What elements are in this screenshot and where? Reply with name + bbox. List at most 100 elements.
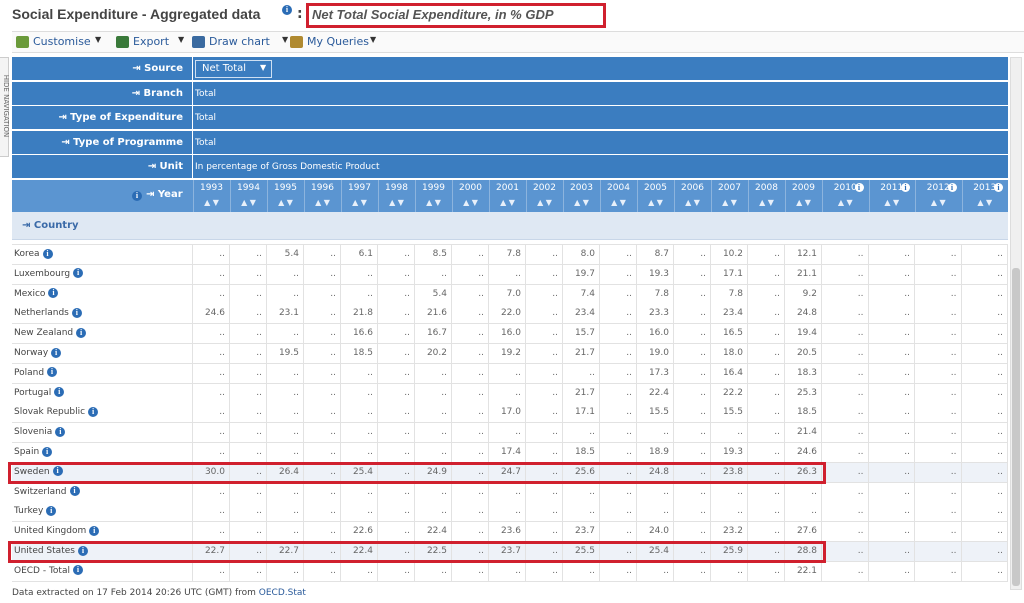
year-header-cell[interactable]: 2009: [792, 183, 815, 193]
toolbar-icon[interactable]: [192, 36, 205, 48]
toolbar-icon[interactable]: [16, 36, 29, 48]
toolbar-item[interactable]: Customise: [33, 35, 91, 48]
data-cell: ..: [304, 324, 341, 345]
year-header-cell[interactable]: 1995: [274, 183, 297, 193]
year-header-cell[interactable]: 2004: [607, 183, 630, 193]
sort-arrows[interactable]: ▲ ▼: [648, 198, 663, 207]
toolbar-item[interactable]: Export: [133, 35, 170, 48]
info-icon[interactable]: i: [994, 183, 1003, 192]
year-header-cell[interactable]: 2008: [755, 183, 778, 193]
dropdown-arrow[interactable]: ▼: [370, 35, 377, 44]
toolbar-item[interactable]: Draw chart: [209, 35, 270, 48]
info-icon[interactable]: i: [69, 486, 80, 497]
sort-arrows[interactable]: ▲ ▼: [352, 198, 367, 207]
year-header-cell[interactable]: 2012: [926, 183, 950, 193]
dropdown-arrow[interactable]: ▼: [282, 35, 289, 44]
data-cell: 10.2: [711, 245, 748, 265]
info-icon[interactable]: i: [47, 367, 58, 378]
footer-link[interactable]: OECD.Stat: [258, 588, 306, 598]
data-cell: ..: [600, 344, 637, 364]
info-icon[interactable]: i: [42, 248, 53, 259]
sort-arrows[interactable]: ▲ ▼: [500, 198, 515, 207]
dropdown-arrow[interactable]: ▼: [260, 63, 267, 72]
sort-arrows[interactable]: ▲ ▼: [759, 198, 774, 207]
year-header-cell[interactable]: 2002: [533, 183, 556, 193]
info-icon[interactable]: i: [72, 565, 83, 576]
toolbar-icon[interactable]: [290, 36, 303, 48]
info-icon[interactable]: i: [76, 327, 87, 338]
info-icon[interactable]: i: [46, 505, 57, 516]
year-header-cell[interactable]: 1994: [237, 183, 260, 193]
sort-arrows[interactable]: ▲ ▼: [796, 198, 811, 207]
data-cell: ..: [600, 383, 637, 404]
year-header-cell[interactable]: 2013: [973, 183, 997, 193]
data-cell: ..: [304, 363, 341, 384]
info-icon[interactable]: i: [901, 183, 910, 192]
dropdown-arrow[interactable]: ▼: [178, 35, 185, 44]
year-header-cell[interactable]: 2011: [880, 183, 904, 193]
info-icon[interactable]: i: [88, 406, 99, 417]
data-cell: 17.1: [563, 403, 600, 424]
sort-arrows[interactable]: ▲ ▼: [204, 198, 219, 207]
year-header-cell[interactable]: 1998: [385, 183, 408, 193]
sort-arrows[interactable]: ▲ ▼: [930, 198, 946, 207]
data-cell: 16.6: [341, 324, 378, 345]
data-cell: ..: [193, 264, 230, 285]
sort-arrows[interactable]: ▲ ▼: [977, 198, 993, 207]
dropdown-arrow[interactable]: ▼: [95, 35, 102, 44]
info-icon[interactable]: i: [132, 191, 142, 201]
year-header-cell[interactable]: 2003: [570, 183, 593, 193]
data-cell: 8.7: [637, 245, 674, 265]
year-header-cell[interactable]: 2005: [644, 183, 667, 193]
toolbar-item[interactable]: My Queries: [307, 35, 369, 48]
data-cell: ..: [868, 344, 915, 364]
year-header-cell[interactable]: 1997: [348, 183, 371, 193]
filter-dropdown[interactable]: Net Total: [195, 60, 272, 78]
year-header-cell[interactable]: 2000: [459, 183, 482, 193]
year-header-cell[interactable]: 1996: [311, 183, 334, 193]
info-icon[interactable]: i: [42, 446, 53, 457]
info-icon[interactable]: i: [854, 183, 864, 192]
footer-text: Data extracted on 17 Feb 2014 20:26 UTC …: [12, 588, 256, 598]
sort-arrows[interactable]: ▲ ▼: [389, 198, 404, 207]
info-icon[interactable]: i: [51, 347, 62, 358]
sort-arrows[interactable]: ▲ ▼: [278, 198, 293, 207]
info-icon[interactable]: i: [947, 183, 957, 192]
toolbar-icon[interactable]: [116, 36, 129, 48]
info-icon[interactable]: i: [282, 5, 292, 15]
info-icon[interactable]: i: [52, 466, 63, 477]
year-header-cell[interactable]: 1993: [200, 183, 223, 193]
data-cell: ..: [452, 423, 489, 444]
info-icon[interactable]: i: [89, 525, 100, 536]
sort-arrows[interactable]: ▲ ▼: [722, 198, 737, 207]
data-cell: ..: [378, 522, 415, 543]
info-icon[interactable]: i: [73, 268, 84, 279]
data-cell: 20.5: [785, 344, 822, 364]
year-label: ⇥ Year: [146, 189, 183, 200]
info-icon[interactable]: i: [71, 307, 82, 318]
scrollbar-thumb[interactable]: [1012, 268, 1020, 586]
scrollbar[interactable]: [1010, 57, 1022, 590]
sort-arrows[interactable]: ▲ ▼: [611, 198, 626, 207]
sort-arrows[interactable]: ▲ ▼: [315, 198, 330, 207]
sort-arrows[interactable]: ▲ ▼: [837, 198, 853, 207]
info-icon[interactable]: i: [54, 387, 65, 398]
sort-arrows[interactable]: ▲ ▼: [574, 198, 589, 207]
sort-arrows[interactable]: ▲ ▼: [426, 198, 441, 207]
info-icon[interactable]: i: [77, 545, 88, 556]
year-header-cell[interactable]: 2001: [496, 183, 519, 193]
info-icon[interactable]: i: [55, 426, 66, 437]
sort-arrows[interactable]: ▲ ▼: [685, 198, 700, 207]
year-header-cell[interactable]: 2010: [833, 183, 857, 193]
sort-arrows[interactable]: ▲ ▼: [241, 198, 256, 207]
info-icon[interactable]: i: [48, 288, 59, 299]
data-cell: ..: [563, 363, 600, 384]
year-header-cell[interactable]: 2006: [681, 183, 704, 193]
sort-arrows[interactable]: ▲ ▼: [463, 198, 478, 207]
sort-arrows[interactable]: ▲ ▼: [884, 198, 900, 207]
year-header-cell[interactable]: 1999: [422, 183, 445, 193]
year-header-cell[interactable]: 2007: [718, 183, 741, 193]
side-tab[interactable]: HIDE NAVIGATION: [0, 57, 10, 157]
sort-arrows[interactable]: ▲ ▼: [537, 198, 552, 207]
